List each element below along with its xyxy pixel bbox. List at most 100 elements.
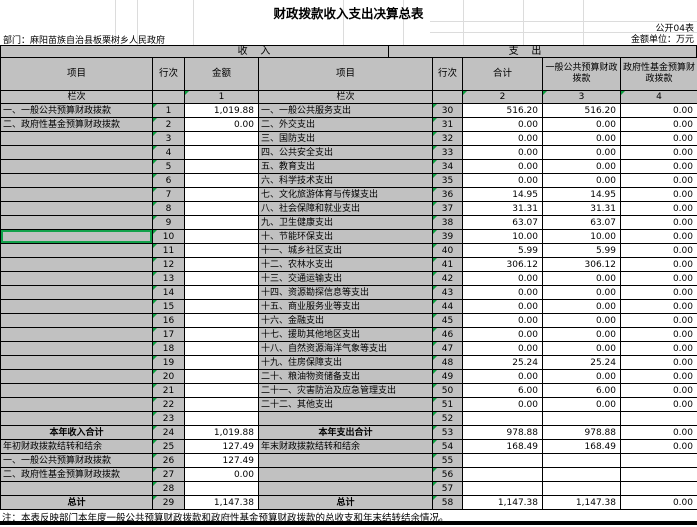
income-item-cell[interactable]: [0, 285, 153, 300]
income-item-cell[interactable]: 总计: [0, 495, 153, 510]
expenditure-line-cell[interactable]: 57: [432, 481, 463, 496]
income-item-cell[interactable]: [0, 369, 153, 384]
general-budget-cell[interactable]: 0.00: [542, 327, 621, 342]
income-line-cell[interactable]: 4: [152, 145, 185, 160]
income-item-cell[interactable]: [0, 383, 153, 398]
general-budget-cell[interactable]: [542, 453, 621, 468]
total-cell[interactable]: 0.00: [462, 299, 543, 314]
gov-fund-cell[interactable]: 0.00: [620, 131, 697, 146]
general-budget-cell[interactable]: [542, 411, 621, 426]
expenditure-line-cell[interactable]: 49: [432, 369, 463, 384]
expenditure-line-cell[interactable]: 34: [432, 159, 463, 174]
general-budget-cell[interactable]: 14.95: [542, 187, 621, 202]
lanci-empty-cell[interactable]: [152, 90, 185, 104]
income-amount-cell[interactable]: [184, 159, 259, 174]
expenditure-item-cell[interactable]: 十七、援助其他地区支出: [258, 327, 433, 342]
income-amount-cell[interactable]: [184, 215, 259, 230]
general-budget-cell[interactable]: 63.07: [542, 215, 621, 230]
gov-fund-cell[interactable]: 0.00: [620, 425, 697, 440]
expenditure-line-cell[interactable]: 30: [432, 103, 463, 118]
general-budget-cell[interactable]: 0.00: [542, 145, 621, 160]
general-budget-cell[interactable]: 0.00: [542, 131, 621, 146]
total-cell[interactable]: 0.00: [462, 271, 543, 286]
income-amount-cell[interactable]: [184, 313, 259, 328]
expenditure-item-cell[interactable]: 十八、自然资源海洋气象等支出: [258, 341, 433, 356]
income-amount-cell[interactable]: 0.00: [184, 117, 259, 132]
total-cell[interactable]: 0.00: [462, 369, 543, 384]
income-line-cell[interactable]: 3: [152, 131, 185, 146]
gov-fund-cell[interactable]: 0.00: [620, 495, 697, 510]
expenditure-item-cell[interactable]: 十九、住房保障支出: [258, 355, 433, 370]
expenditure-line-cell[interactable]: 42: [432, 271, 463, 286]
total-cell[interactable]: 10.00: [462, 229, 543, 244]
gov-fund-cell[interactable]: [620, 453, 697, 468]
income-amount-cell[interactable]: 1,019.88: [184, 425, 259, 440]
gov-fund-cell[interactable]: 0.00: [620, 257, 697, 272]
gov-fund-cell[interactable]: 0.00: [620, 397, 697, 412]
income-line-cell[interactable]: 27: [152, 467, 185, 482]
general-budget-cell[interactable]: 0.00: [542, 397, 621, 412]
general-budget-cell[interactable]: 10.00: [542, 229, 621, 244]
expenditure-item-cell[interactable]: 一、一般公共服务支出: [258, 103, 433, 118]
income-line-cell[interactable]: 6: [152, 173, 185, 188]
total-cell[interactable]: 0.00: [462, 327, 543, 342]
lanci-cell[interactable]: 栏次: [0, 90, 153, 104]
total-cell[interactable]: [462, 481, 543, 496]
income-line-cell[interactable]: 28: [152, 481, 185, 496]
expenditure-item-cell[interactable]: 八、社会保障和就业支出: [258, 201, 433, 216]
total-cell[interactable]: 0.00: [462, 131, 543, 146]
income-amount-cell[interactable]: [184, 229, 259, 244]
expenditure-line-cell[interactable]: 45: [432, 313, 463, 328]
expenditure-item-cell[interactable]: 三、国防支出: [258, 131, 433, 146]
gov-fund-cell[interactable]: [620, 481, 697, 496]
income-amount-cell[interactable]: [184, 299, 259, 314]
expenditure-line-cell[interactable]: 52: [432, 411, 463, 426]
gov-fund-cell[interactable]: 0.00: [620, 173, 697, 188]
income-amount-cell[interactable]: [184, 201, 259, 216]
total-cell[interactable]: 0.00: [462, 285, 543, 300]
col-header-expenditure-line[interactable]: 行次: [432, 57, 463, 91]
expenditure-item-cell[interactable]: 十四、资源勘探信息等支出: [258, 285, 433, 300]
total-cell[interactable]: 0.00: [462, 117, 543, 132]
total-cell[interactable]: 31.31: [462, 201, 543, 216]
column-number-3[interactable]: 3: [542, 90, 621, 104]
income-item-cell[interactable]: [0, 145, 153, 160]
income-line-cell[interactable]: 16: [152, 313, 185, 328]
income-item-cell[interactable]: [0, 173, 153, 188]
income-line-cell[interactable]: 29: [152, 495, 185, 510]
expenditure-line-cell[interactable]: 47: [432, 341, 463, 356]
income-amount-cell[interactable]: 0.00: [184, 467, 259, 482]
gov-fund-cell[interactable]: 0.00: [620, 201, 697, 216]
income-item-cell[interactable]: [0, 187, 153, 202]
income-amount-cell[interactable]: [184, 243, 259, 258]
income-line-cell[interactable]: 9: [152, 215, 185, 230]
gov-fund-cell[interactable]: 0.00: [620, 299, 697, 314]
income-amount-cell[interactable]: [184, 145, 259, 160]
expenditure-item-cell[interactable]: 二十二、其他支出: [258, 397, 433, 412]
general-budget-cell[interactable]: 0.00: [542, 271, 621, 286]
expenditure-line-cell[interactable]: 48: [432, 355, 463, 370]
expenditure-item-cell[interactable]: 本年支出合计: [258, 425, 433, 440]
expenditure-item-cell[interactable]: 十五、商业服务业等支出: [258, 299, 433, 314]
income-amount-cell[interactable]: [184, 285, 259, 300]
gov-fund-cell[interactable]: 0.00: [620, 229, 697, 244]
income-item-cell[interactable]: 一、一般公共预算财政拨款: [0, 453, 153, 468]
expenditure-line-cell[interactable]: 58: [432, 495, 463, 510]
income-amount-cell[interactable]: [184, 327, 259, 342]
income-amount-cell[interactable]: [184, 411, 259, 426]
general-budget-cell[interactable]: 0.00: [542, 173, 621, 188]
total-cell[interactable]: 516.20: [462, 103, 543, 118]
total-cell[interactable]: [462, 411, 543, 426]
income-item-cell[interactable]: [0, 257, 153, 272]
total-cell[interactable]: 306.12: [462, 257, 543, 272]
total-cell[interactable]: 0.00: [462, 313, 543, 328]
general-budget-cell[interactable]: 5.99: [542, 243, 621, 258]
col-header-general-budget[interactable]: 一般公共预算财政拨款: [542, 57, 621, 91]
income-amount-cell[interactable]: [184, 369, 259, 384]
gov-fund-cell[interactable]: 0.00: [620, 159, 697, 174]
income-line-cell[interactable]: 18: [152, 341, 185, 356]
total-cell[interactable]: 168.49: [462, 439, 543, 454]
gov-fund-cell[interactable]: [620, 467, 697, 482]
income-line-cell[interactable]: 13: [152, 271, 185, 286]
total-cell[interactable]: 0.00: [462, 173, 543, 188]
